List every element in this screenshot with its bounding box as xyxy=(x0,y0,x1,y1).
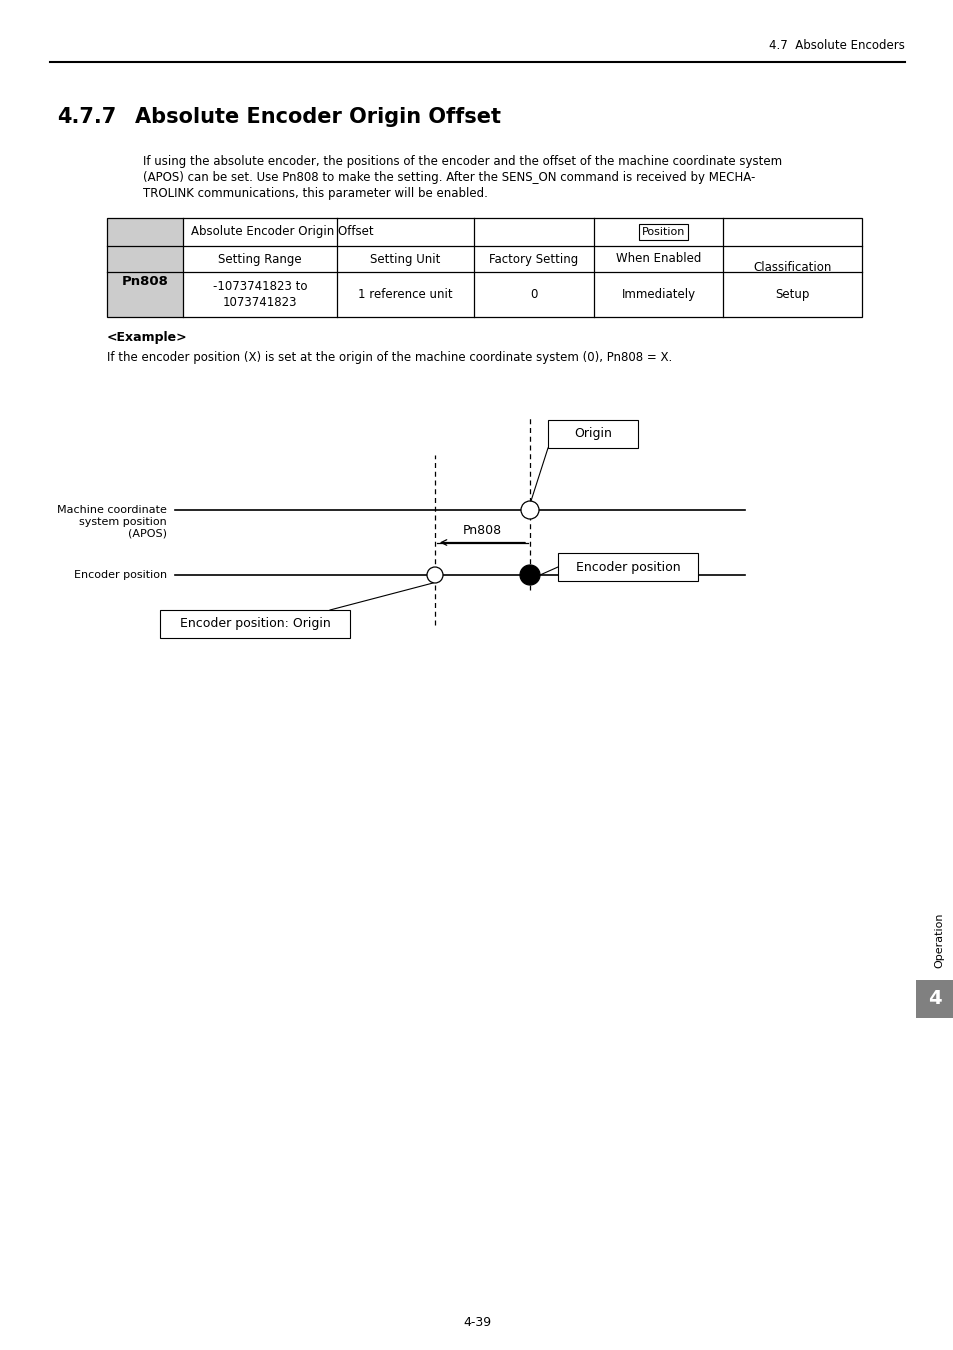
Text: Encoder position: Origin: Encoder position: Origin xyxy=(179,617,330,630)
Text: 4.7.7: 4.7.7 xyxy=(57,107,116,127)
Bar xyxy=(547,420,638,448)
Text: Classification: Classification xyxy=(753,261,831,274)
Text: Factory Setting: Factory Setting xyxy=(489,252,578,266)
Text: Absolute Encoder Origin Offset: Absolute Encoder Origin Offset xyxy=(135,107,500,127)
Circle shape xyxy=(520,501,538,518)
Text: Origin: Origin xyxy=(574,428,611,440)
Circle shape xyxy=(519,566,539,585)
Text: Operation: Operation xyxy=(933,913,943,968)
Bar xyxy=(107,246,183,317)
Text: Setting Unit: Setting Unit xyxy=(370,252,440,266)
Text: Pn808: Pn808 xyxy=(121,275,169,288)
Text: <Example>: <Example> xyxy=(107,331,188,344)
Bar xyxy=(107,217,862,317)
Text: 1 reference unit: 1 reference unit xyxy=(357,288,453,301)
Text: 4.7  Absolute Encoders: 4.7 Absolute Encoders xyxy=(768,39,904,53)
Bar xyxy=(107,217,862,317)
Text: 4-39: 4-39 xyxy=(462,1315,491,1328)
Text: When Enabled: When Enabled xyxy=(616,252,700,266)
Text: Pn808: Pn808 xyxy=(462,525,501,537)
Bar xyxy=(558,554,698,580)
Text: 0: 0 xyxy=(530,288,537,301)
Circle shape xyxy=(427,567,442,583)
Text: If the encoder position (X) is set at the origin of the machine coordinate syste: If the encoder position (X) is set at th… xyxy=(107,351,672,364)
Text: Immediately: Immediately xyxy=(620,288,695,301)
Text: TROLINK communications, this parameter will be enabled.: TROLINK communications, this parameter w… xyxy=(143,188,487,200)
Text: If using the absolute encoder, the positions of the encoder and the offset of th: If using the absolute encoder, the posit… xyxy=(143,155,781,167)
Bar xyxy=(915,980,953,1018)
Text: -1073741823 to
1073741823: -1073741823 to 1073741823 xyxy=(213,281,307,309)
Text: Absolute Encoder Origin Offset: Absolute Encoder Origin Offset xyxy=(191,225,374,239)
Text: (APOS) can be set. Use Pn808 to make the setting. After the SENS_ON command is r: (APOS) can be set. Use Pn808 to make the… xyxy=(143,171,755,184)
Text: Encoder position: Encoder position xyxy=(575,560,679,574)
Text: Position: Position xyxy=(641,227,684,238)
Text: 4: 4 xyxy=(927,990,941,1008)
Text: Encoder position: Encoder position xyxy=(73,570,167,580)
Text: Setting Range: Setting Range xyxy=(218,252,301,266)
Bar xyxy=(107,217,183,246)
Text: Setup: Setup xyxy=(775,288,809,301)
Bar xyxy=(160,610,350,639)
Text: Machine coordinate
system position
(APOS): Machine coordinate system position (APOS… xyxy=(57,505,167,539)
